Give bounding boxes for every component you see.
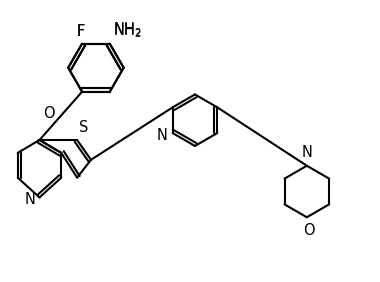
Text: NH$_2$: NH$_2$ <box>113 21 142 40</box>
Text: O: O <box>43 106 55 121</box>
Text: NH$_2$: NH$_2$ <box>113 20 142 39</box>
Text: S: S <box>79 120 89 135</box>
Text: N: N <box>25 192 36 207</box>
Text: F: F <box>77 24 85 39</box>
Text: F: F <box>77 24 85 39</box>
Text: N: N <box>157 127 168 143</box>
Text: N: N <box>301 145 312 160</box>
Text: O: O <box>303 223 315 238</box>
